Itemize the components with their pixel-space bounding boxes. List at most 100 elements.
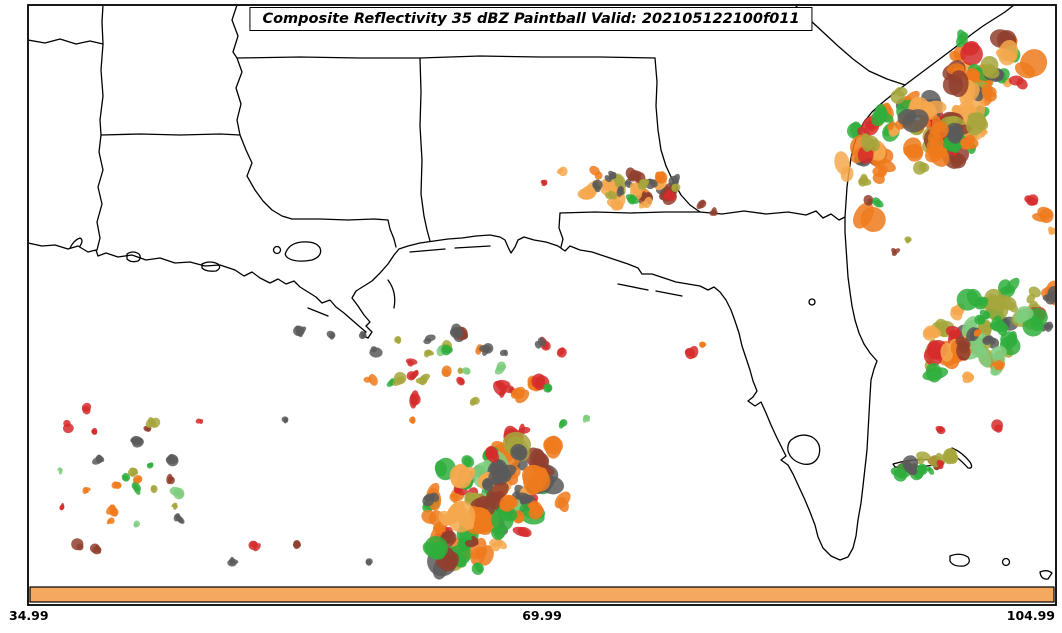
paintball-blob (95, 454, 103, 464)
paintball-blob (655, 171, 663, 183)
paintball-blob (863, 194, 874, 206)
paintball-blob (415, 377, 428, 385)
paintball-blob (982, 65, 1000, 79)
paintball-blob (1022, 315, 1044, 337)
paintball-blob (981, 87, 992, 100)
paintball-blob (395, 336, 402, 344)
paintball-blob (358, 332, 367, 340)
paintball-blob (148, 462, 154, 468)
paintball-blob (1026, 293, 1036, 304)
state-border-tx-la (96, 6, 104, 251)
paintball-blob (482, 343, 494, 354)
paintball-blob (1047, 226, 1055, 235)
paintball-blob (543, 383, 553, 393)
chandeleur-islands (387, 279, 396, 309)
paintball-blob (133, 520, 141, 527)
paintball-blob (59, 504, 65, 511)
paintball-blob (917, 463, 927, 473)
paintball-blob (410, 393, 421, 406)
paintball-blob (662, 190, 672, 200)
paintball-blob (943, 452, 956, 465)
paintball-blob (450, 329, 462, 336)
paintball-blob (111, 481, 119, 489)
barrier-islands-ms-sound (409, 245, 491, 253)
paintball-blob (950, 308, 963, 321)
paintball-blob (92, 429, 97, 434)
paintball-blob (990, 345, 1007, 360)
paintball-blob (698, 200, 707, 209)
paintball-blob (469, 399, 476, 406)
paintball-blob (365, 558, 373, 565)
paintball-blob (171, 502, 178, 508)
paintball-blob (449, 464, 472, 489)
paintball-blob (329, 331, 335, 340)
paintball-blob (577, 188, 596, 200)
paintball-blob (982, 311, 991, 319)
state-border-fl-perdido (558, 212, 564, 248)
paintball-blob (604, 175, 612, 183)
paintball-blob (871, 157, 896, 173)
paintball-blob (918, 162, 930, 173)
paintball-blob (168, 454, 175, 461)
paintball-blob (1005, 277, 1020, 294)
paintball-blob (409, 416, 415, 423)
paintball-blob (494, 526, 506, 539)
paintball-blob (959, 31, 969, 42)
paintball-blob (1024, 195, 1032, 203)
paintball-blob (457, 368, 464, 375)
paintball-blob (456, 376, 465, 386)
paintball-blob (486, 449, 500, 463)
paintball-blob (923, 347, 943, 366)
paintball-blob (442, 345, 453, 354)
paintball-blob (424, 334, 436, 342)
paintball-blob (475, 511, 492, 532)
paintball-blob (253, 543, 261, 552)
paintball-blob (872, 200, 881, 208)
paintball-blob (916, 457, 925, 465)
paintball-blob (993, 359, 1003, 371)
paintball-blob (150, 417, 161, 428)
paintball-blob (998, 39, 1019, 66)
paintball-blob (990, 315, 1002, 331)
paintball-blob (931, 121, 949, 139)
lake-grand (201, 261, 221, 272)
paintball-blob (517, 526, 532, 538)
chart-title: Composite Reflectivity 35 dBZ Paintball … (249, 7, 813, 31)
paintball-blob (106, 504, 116, 515)
paintball-blob (496, 539, 507, 550)
paintball-blob (489, 463, 512, 482)
island-se-corner (1039, 570, 1053, 580)
paintball-blob (834, 151, 850, 175)
paintball-blob (131, 482, 142, 492)
paintball-blob (442, 530, 455, 544)
paintball-blob (491, 508, 514, 532)
paintball-blob (973, 329, 982, 337)
state-border-ms-al (419, 57, 431, 242)
paintball-blob (589, 165, 600, 176)
paintball-blob (927, 467, 935, 475)
paintball-blob (859, 173, 868, 185)
paintball-blob (474, 562, 483, 573)
paintball-blob (556, 168, 564, 174)
paintball-blob (558, 347, 565, 356)
island-andros (949, 553, 970, 567)
paintball-blob (463, 456, 472, 467)
paintball-blob (543, 439, 558, 452)
paintball-blob (130, 435, 143, 446)
paintball-blob (939, 460, 945, 467)
island-bimini (1001, 557, 1011, 567)
state-border-fl-ga (699, 210, 846, 221)
coastline-gulf-atlantic (29, 6, 1014, 561)
paintball-blob (554, 491, 571, 509)
paintball-blob (558, 419, 565, 429)
paintball-layer (57, 29, 1055, 580)
state-border-ar-la (100, 133, 241, 136)
paintball-blob (95, 544, 101, 554)
paintball-blob (82, 405, 91, 415)
paintball-blob (150, 485, 158, 494)
map-frame (27, 4, 1057, 606)
lake-calcasieu (126, 251, 141, 263)
paintball-blob (121, 472, 131, 482)
colorbar-tick-max: 104.99 (1006, 608, 1055, 623)
